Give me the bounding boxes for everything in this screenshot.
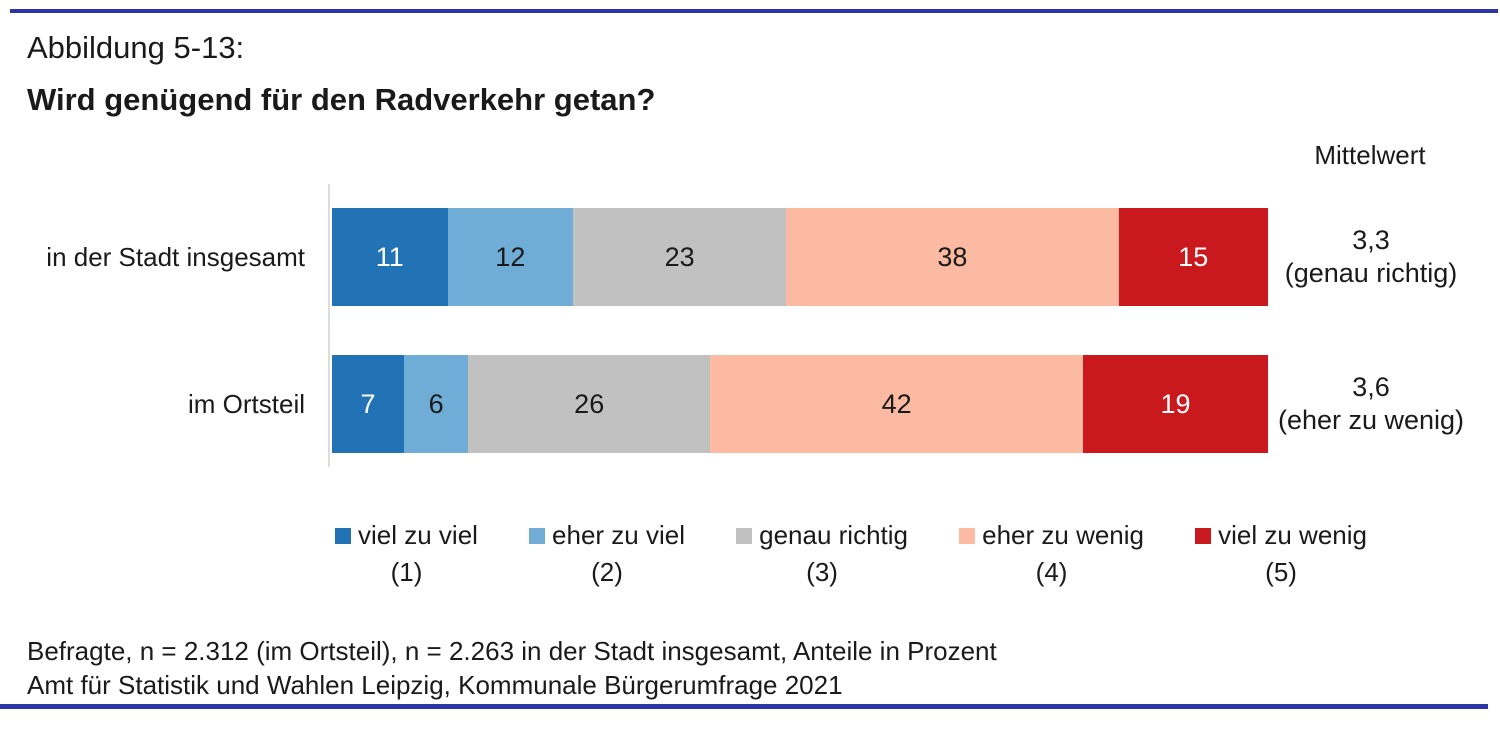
bar-segment: 12 [447,208,574,306]
legend-label: eher zu wenig [982,520,1145,550]
legend-item: genau richtig (3) [736,520,908,588]
chart-axis-line [328,184,330,467]
bar-segment: 19 [1082,355,1269,453]
bar-segment: 42 [710,355,1083,453]
legend-swatch [959,527,976,544]
legend-scale-number: (1) [390,557,423,587]
bar-segment: 6 [404,355,469,453]
top-rule [10,9,1498,13]
legend-swatch [1195,527,1212,544]
footer-line-source: Amt für Statistik und Wahlen Leipzig, Ko… [27,670,843,700]
bar-segment: 7 [332,355,405,453]
mittelwert-header: Mittelwert [1314,140,1426,170]
legend-item-label-row: genau richtig [736,520,908,551]
legend-label: viel zu viel [358,520,478,550]
legend-scale-number: (2) [591,557,623,587]
mittelwert-note: (eher zu wenig) [1277,405,1465,435]
chart-row: in der Stadt insgesamt 11 12 23 38 15 3,3 (gena… [0,208,1500,306]
legend-item: eher zu viel (2) [529,520,685,588]
legend-item-label-row: viel zu wenig [1195,520,1367,551]
mittelwert-number: 3,3 [1352,225,1390,255]
bar-segment: 38 [786,208,1119,306]
page-title: Wird genügend für den Radverkehr getan? [27,82,656,117]
legend-scale-number: (4) [1035,557,1068,587]
bottom-rule [0,704,1488,709]
mittelwert-number: 3,6 [1352,372,1390,402]
bar-segment: 15 [1118,208,1268,306]
chart-row: im Ortsteil 7 6 26 42 19 3,6 (eher zu wenig) [0,355,1500,453]
legend-swatch [736,527,753,544]
category-label: im Ortsteil [188,388,305,419]
mittelwert-value: 3,6 (eher zu wenig) [1275,371,1467,437]
stacked-bar: 7 6 26 42 19 [332,355,1269,453]
category-label: in der Stadt insgesamt [46,241,305,272]
bar-segment: 11 [332,208,448,306]
mittelwert-value: 3,3 (genau richtig) [1275,224,1467,290]
legend-item-label-row: viel zu viel [335,520,478,551]
footer: Befragte, n = 2.312 (im Ortsteil), n = 2… [27,634,997,702]
bar-segment: 26 [468,355,711,453]
legend-item-label-row: eher zu viel [529,520,685,551]
figure-label: Abbildung 5-13: [27,30,245,65]
bar-segment: 23 [573,208,787,306]
legend-item: viel zu wenig (5) [1195,520,1367,588]
legend-item: viel zu viel (1) [335,520,478,588]
chart-legend: viel zu viel (1) eher zu viel (2) genau rich… [335,520,1367,588]
mittelwert-note: (genau richtig) [1284,258,1458,288]
legend-scale-number: (3) [806,557,838,587]
legend-scale-number: (5) [1265,557,1297,587]
legend-item-label-row: eher zu wenig [959,520,1144,551]
legend-label: genau richtig [759,520,909,550]
legend-swatch [335,527,351,544]
legend-item: eher zu wenig (4) [959,520,1144,588]
legend-label: eher zu viel [552,520,686,550]
stacked-bar: 11 12 23 38 15 [332,208,1268,306]
stacked-bar-chart: in der Stadt insgesamt 11 12 23 38 15 3,3 (gena… [0,208,1500,502]
legend-swatch [529,527,546,544]
legend-label: viel zu wenig [1218,520,1367,550]
footer-line-respondents: Befragte, n = 2.312 (im Ortsteil), n = 2… [27,636,997,666]
